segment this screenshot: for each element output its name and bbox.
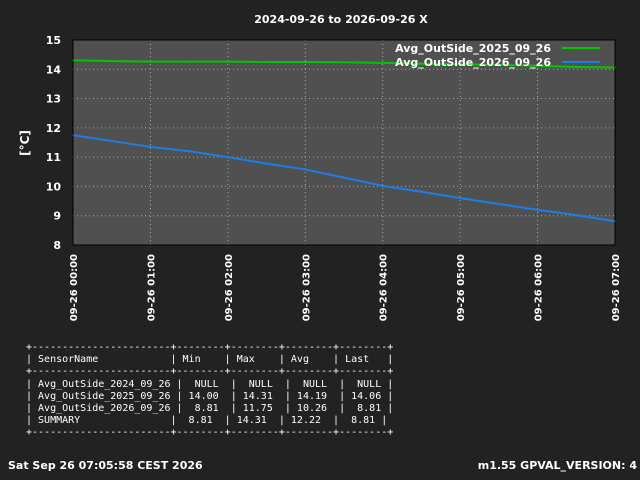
y-tick-label: 15 (46, 34, 61, 47)
legend: Avg_OutSide_2025_09_26Avg_OutSide_2026_0… (395, 42, 600, 69)
data-point (458, 63, 462, 66)
data-point (420, 190, 423, 193)
data-point (458, 196, 462, 200)
x-tick-label: 09-26 07:00 (611, 254, 622, 321)
table-row: | SensorName | Min | Max | Avg | Last | (26, 354, 394, 366)
table-row: +-----------------------+--------+------… (26, 342, 394, 353)
data-point (187, 150, 191, 153)
table-row: | Avg_OutSide_2026_09_26 | 8.81 | 11.75 … (26, 403, 394, 415)
data-point (381, 184, 384, 188)
legend-label: Avg_OutSide_2025_09_26 (395, 42, 551, 55)
series-layer (71, 59, 617, 223)
y-tick-label: 10 (46, 180, 62, 193)
x-tick-label: 09-26 04:00 (379, 254, 390, 321)
data-point (149, 145, 152, 149)
data-point (304, 60, 307, 64)
data-point (497, 202, 501, 206)
data-point (536, 64, 539, 67)
data-point (265, 162, 268, 165)
data-point (149, 60, 152, 63)
x-ticks: 09-26 00:00 09-26 01:00 09-26 02:00 09-26 0… (69, 254, 622, 321)
chart: 2024-09-26 to 2026-09-26 X 8 9 10 11 12 13 14 1… (18, 13, 622, 321)
data-point (110, 139, 113, 143)
legend-label: Avg_OutSide_2026_09_26 (395, 56, 551, 69)
data-point (342, 61, 346, 64)
data-point (575, 213, 578, 217)
y-ticks: 8 9 10 11 12 13 14 15 (46, 34, 62, 252)
y-tick-label: 14 (46, 63, 62, 76)
table-row: | Avg_OutSide_2024_09_26 | NULL | NULL |… (26, 378, 394, 390)
table-row: | Avg_OutSide_2025_09_26 | 14.00 | 14.31… (26, 390, 394, 402)
y-tick-label: 8 (53, 239, 61, 252)
data-point (536, 208, 539, 212)
x-tick-label: 09-26 06:00 (534, 254, 545, 321)
data-point (381, 61, 384, 65)
data-point (575, 65, 578, 69)
data-point (420, 62, 423, 65)
x-tick-label: 09-26 02:00 (224, 254, 235, 321)
table-row: +-----------------------+--------+------… (26, 427, 394, 439)
data-point (497, 63, 501, 67)
footer-timestamp: Sat Sep 26 07:05:58 CEST 2026 (8, 459, 203, 472)
x-tick-label: 09-26 03:00 (301, 254, 312, 321)
data-point (187, 60, 191, 63)
y-tick-label: 11 (46, 151, 61, 164)
y-axis-label: [°C] (18, 130, 32, 156)
plot-area (73, 40, 615, 245)
table-row: | SUMMARY | 8.81 | 14.31 | 12.22 | 8.81 … (26, 415, 388, 427)
plot-border (72, 39, 616, 246)
footer-version: m1.55 GPVAL_VERSION: 4 (477, 459, 637, 472)
stats-table: +-----------------------+--------+------… (26, 342, 393, 440)
chart-title: 2024-09-26 to 2026-09-26 X (254, 13, 428, 26)
data-point (265, 60, 268, 64)
x-tick-label: 09-26 01:00 (146, 254, 157, 321)
data-point (226, 60, 230, 63)
data-point (110, 59, 113, 63)
data-point (226, 155, 230, 159)
x-tick-label: 09-26 05:00 (456, 254, 467, 321)
data-point (342, 176, 346, 179)
y-tick-label: 12 (46, 122, 61, 135)
x-tick-label: 09-26 00:00 (69, 254, 80, 321)
table-row: +-----------------------+--------+------… (26, 366, 394, 378)
y-tick-label: 9 (53, 210, 61, 223)
y-tick-label: 13 (46, 93, 61, 106)
data-point (304, 168, 307, 171)
